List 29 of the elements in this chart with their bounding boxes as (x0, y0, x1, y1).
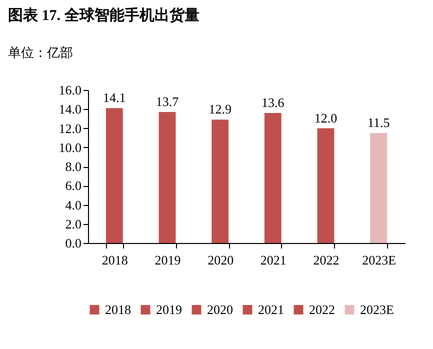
legend-label: 2019 (156, 302, 182, 317)
y-tick-label: 2.0 (65, 216, 82, 232)
data-label: 13.7 (156, 94, 180, 109)
x-tick-label: 2021 (260, 252, 286, 268)
y-tick-label: 10.0 (58, 140, 82, 155)
data-label: 13.6 (262, 94, 285, 110)
data-label: 12.9 (208, 102, 232, 117)
x-tick-label: 2018 (102, 252, 128, 268)
legend-label: 2021 (258, 302, 284, 317)
y-tick-label: 4.0 (65, 197, 82, 212)
legend-label: 2022 (309, 302, 335, 317)
x-tick-label: 2022 (313, 252, 340, 268)
y-tick-label: 16.0 (58, 82, 82, 98)
data-label: 11.5 (367, 115, 390, 130)
y-tick-label: 8.0 (65, 159, 82, 174)
y-tick-label: 6.0 (65, 178, 82, 194)
x-tick-label: 2023E (362, 252, 396, 268)
legend-label: 2018 (105, 302, 131, 317)
y-tick-label: 12.0 (58, 120, 82, 136)
x-tick-label: 2020 (208, 252, 234, 268)
chart-title: 图表 17. 全球智能手机出货量 (8, 7, 200, 24)
y-tick-label: 0.0 (65, 236, 82, 250)
legend-label: 2023E (360, 302, 394, 317)
y-axis-title: 单位：亿部 (8, 45, 73, 60)
x-tick-label: 2019 (154, 252, 181, 268)
y-tick-label: 14.0 (58, 102, 82, 117)
data-label: 14.1 (103, 90, 126, 106)
data-label: 12.0 (314, 110, 338, 126)
legend-label: 2020 (207, 302, 233, 317)
